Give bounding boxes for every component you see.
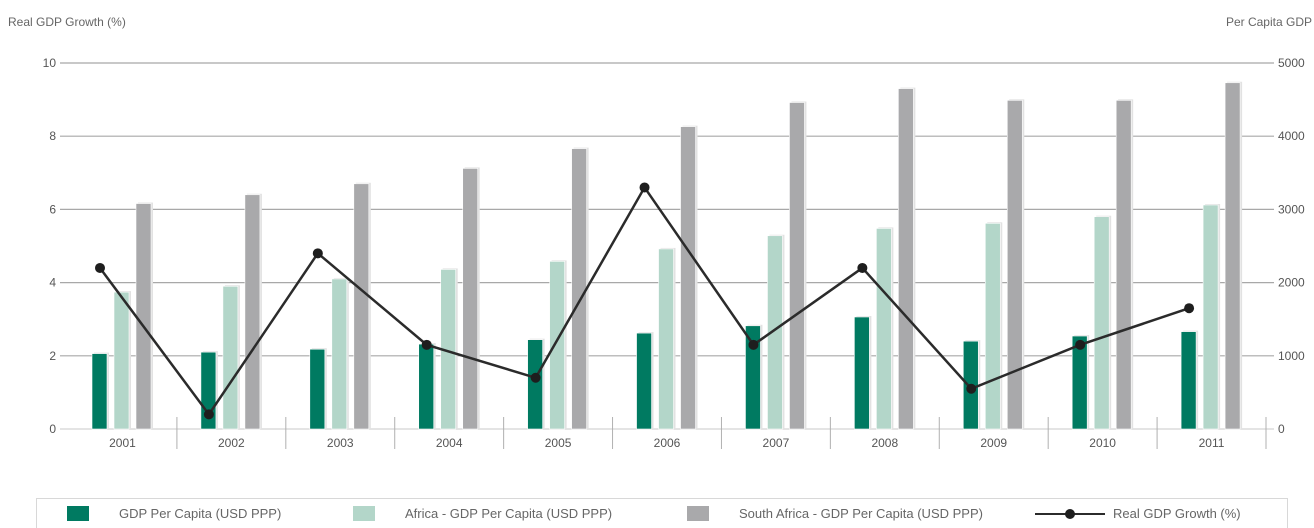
left-tick-label: 8 [49,129,56,143]
bar [1202,204,1219,430]
bar [309,348,326,430]
legend-item-africa-gdp[interactable]: Africa - GDP Per Capita (USD PPP) [353,506,612,521]
bar [91,353,108,430]
grid-lines: 0 2 4 6 8 10 0 1000 2000 3000 4000 5000 [43,56,1305,436]
bars [91,81,1243,430]
bar [876,228,892,430]
growth-point [639,182,650,193]
bar [462,168,479,430]
growth-point [748,339,759,350]
growth-point [530,372,541,383]
x-tick-label: 2002 [218,436,245,450]
legend-swatch-south-africa-gdp [687,506,709,521]
bar [658,248,674,430]
legend: GDP Per Capita (USD PPP) Africa - GDP Pe… [36,498,1288,528]
left-tick-label: 2 [49,349,56,363]
x-tick-label: 2005 [545,436,572,450]
right-tick-label: 2000 [1278,276,1305,290]
growth-point [1075,339,1086,350]
legend-label-africa-gdp: Africa - GDP Per Capita (USD PPP) [405,506,613,521]
bar [898,88,914,430]
x-tick-label: 2009 [980,436,1007,450]
growth-point [966,383,977,394]
legend-label-south-africa-gdp: South Africa - GDP Per Capita (USD PPP) [739,506,983,521]
growth-point [95,262,105,273]
bar [1180,331,1197,430]
legend-label-gdp-per-capita: GDP Per Capita (USD PPP) [119,506,282,521]
bar [571,148,587,430]
x-tick-label: 2010 [1089,436,1116,450]
right-tick-label: 0 [1278,422,1285,436]
left-tick-label: 6 [49,202,56,216]
left-axis-title: Real GDP Growth (%) [8,15,126,29]
legend-item-south-africa-gdp[interactable]: South Africa - GDP Per Capita (USD PPP) [687,506,983,521]
bar [745,325,761,430]
bar [549,261,565,430]
bar [353,183,370,430]
bar [1071,335,1088,430]
legend-line-swatch [1035,506,1105,521]
growth-point [312,248,323,259]
bar [527,339,543,430]
right-tick-label: 3000 [1278,202,1305,216]
legend-swatch-africa-gdp [353,506,375,521]
bar [135,203,152,430]
bar [1093,216,1110,430]
bar [1115,100,1132,430]
growth-line [95,182,1195,420]
bar [854,316,870,430]
growth-point [857,262,868,273]
left-tick-label: 4 [49,276,56,290]
bar [113,291,130,430]
right-tick-label: 1000 [1278,349,1305,363]
x-tick-label: 2008 [871,436,898,450]
legend-item-real-gdp-growth[interactable]: Real GDP Growth (%) [1035,506,1241,521]
bar [244,194,261,430]
x-tick-label: 2007 [763,436,790,450]
growth-point [1184,303,1195,314]
right-tick-label: 5000 [1278,56,1305,70]
bar [767,235,783,430]
bar [1006,100,1023,430]
x-tick-label: 2011 [1199,436,1225,450]
bar [222,285,239,430]
chart: Real GDP Growth (%) Per Capita GDP 0 2 4 6 8… [8,15,1312,450]
right-axis-title: Per Capita GDP [1226,15,1312,29]
bar [418,343,435,430]
x-tick-label: 2006 [654,436,681,450]
x-tick-label: 2001 [109,436,136,450]
left-tick-label: 10 [43,56,57,70]
legend-label-real-gdp-growth: Real GDP Growth (%) [1113,506,1241,521]
bar [680,126,696,430]
legend-item-gdp-per-capita[interactable]: GDP Per Capita (USD PPP) [67,506,281,521]
growth-point [421,339,432,350]
bar [789,102,805,430]
x-tick-label: 2004 [436,436,463,450]
x-axis: 2001 2002 2003 2004 2005 2006 2007 2008 2009 2010… [109,417,1267,450]
bar [984,223,1001,430]
bar [636,332,652,430]
bar [331,278,348,430]
x-tick-label: 2003 [327,436,354,450]
growth-point [203,409,214,420]
right-tick-label: 4000 [1278,129,1305,143]
left-tick-label: 0 [49,422,56,436]
bar [1224,82,1241,430]
legend-swatch-gdp-per-capita [67,506,89,521]
